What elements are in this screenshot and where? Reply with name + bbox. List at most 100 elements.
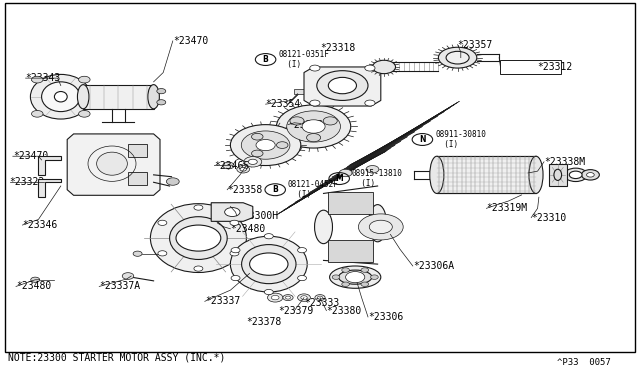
Circle shape [271,295,279,300]
Polygon shape [38,179,61,197]
Circle shape [346,272,365,283]
Text: *23465: *23465 [214,161,250,170]
Text: N: N [419,135,426,144]
Circle shape [268,293,283,302]
Circle shape [323,117,337,125]
Circle shape [252,133,263,140]
Circle shape [342,268,349,272]
Circle shape [361,268,369,272]
Circle shape [223,162,234,169]
Text: *23300H: *23300H [237,211,278,221]
Circle shape [256,140,275,151]
Circle shape [365,100,375,106]
Ellipse shape [430,156,444,193]
Polygon shape [304,67,381,106]
Text: *23333: *23333 [304,298,339,308]
Circle shape [570,171,582,179]
Ellipse shape [529,156,543,193]
Text: *23338M: *23338M [544,157,585,167]
Text: M: M [335,174,343,183]
Text: *23318: *23318 [320,44,355,53]
Polygon shape [38,156,61,175]
Circle shape [366,166,379,173]
Circle shape [31,76,43,83]
Bar [500,60,561,74]
Text: *23380: *23380 [326,306,362,315]
Ellipse shape [369,205,387,242]
Circle shape [237,166,250,173]
Text: 08915-13810
  (I): 08915-13810 (I) [352,169,403,188]
Bar [128,144,147,157]
Text: *23319M: *23319M [486,203,527,213]
Ellipse shape [97,152,127,175]
Circle shape [310,65,320,71]
Circle shape [176,225,221,251]
Ellipse shape [330,266,381,288]
Circle shape [586,173,595,177]
Text: *23337A: *23337A [99,282,140,291]
Text: *23358: *23358 [227,185,262,195]
Text: 08911-30810
  (I): 08911-30810 (I) [435,130,486,149]
Text: 08121-0351F
  (I): 08121-0351F (I) [278,50,329,69]
Bar [437,156,536,193]
Circle shape [307,134,321,142]
Circle shape [79,110,90,117]
Ellipse shape [54,92,67,102]
Text: NOTE:23300 STARTER MOTOR ASSY (INC.*): NOTE:23300 STARTER MOTOR ASSY (INC.*) [8,353,225,363]
Circle shape [365,65,375,71]
Text: *23343: *23343 [26,73,61,83]
Circle shape [230,220,239,225]
Circle shape [298,248,307,253]
Bar [328,240,374,262]
Circle shape [157,100,166,105]
Text: *23354: *23354 [266,99,301,109]
Circle shape [301,296,307,299]
Circle shape [298,275,307,281]
Circle shape [230,125,301,166]
Circle shape [369,220,392,234]
Circle shape [122,273,134,279]
Text: *23470: *23470 [173,36,208,46]
Ellipse shape [77,85,89,109]
Circle shape [250,253,288,275]
Text: ^P33  0057: ^P33 0057 [557,358,611,367]
Circle shape [287,111,340,142]
Circle shape [315,295,325,301]
Circle shape [252,150,263,157]
Text: *23322: *23322 [10,177,45,187]
Circle shape [166,178,179,185]
Circle shape [298,294,310,301]
Bar [83,84,154,109]
Text: *23357: *23357 [458,40,493,49]
Circle shape [248,159,257,164]
Ellipse shape [42,82,80,112]
Text: *23379: *23379 [278,306,314,315]
Text: *23310: *23310 [531,213,566,222]
Text: *23306A: *23306A [413,261,454,271]
Circle shape [290,117,304,125]
Text: B: B [273,185,278,194]
Circle shape [339,169,352,177]
Circle shape [264,289,273,295]
Circle shape [276,105,351,148]
Circle shape [31,110,43,117]
Text: B: B [263,55,268,64]
Polygon shape [67,134,160,195]
Text: *23306: *23306 [368,312,403,322]
Text: *23363: *23363 [288,120,323,129]
Bar [128,172,147,185]
Circle shape [317,296,323,299]
Circle shape [31,277,40,282]
Circle shape [302,120,325,133]
Ellipse shape [31,74,91,119]
Circle shape [283,295,293,301]
Ellipse shape [554,169,562,180]
Text: *23337: *23337 [205,296,240,306]
Circle shape [194,205,203,210]
Circle shape [317,71,368,100]
Ellipse shape [438,47,477,68]
Circle shape [225,208,240,217]
Circle shape [241,131,290,159]
Bar [328,192,374,214]
Circle shape [332,275,340,279]
